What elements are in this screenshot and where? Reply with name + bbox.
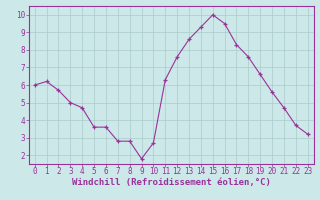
X-axis label: Windchill (Refroidissement éolien,°C): Windchill (Refroidissement éolien,°C) — [72, 178, 271, 187]
